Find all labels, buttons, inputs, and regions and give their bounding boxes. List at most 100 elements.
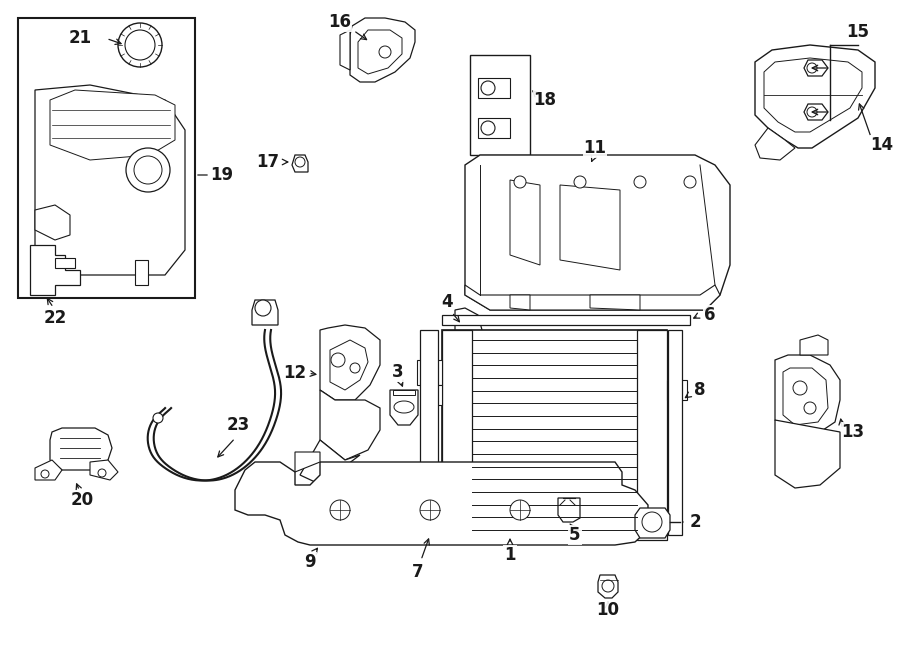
Polygon shape (350, 18, 415, 82)
Polygon shape (637, 330, 667, 540)
Polygon shape (235, 462, 648, 545)
Text: 8: 8 (694, 381, 706, 399)
Circle shape (134, 156, 162, 184)
Circle shape (255, 300, 271, 316)
Circle shape (126, 148, 170, 192)
Text: 9: 9 (304, 553, 316, 571)
Text: 6: 6 (704, 306, 716, 324)
Circle shape (331, 353, 345, 367)
Circle shape (98, 469, 106, 477)
Circle shape (41, 470, 49, 478)
Circle shape (118, 23, 162, 67)
Circle shape (602, 580, 614, 592)
Polygon shape (590, 295, 640, 310)
Polygon shape (422, 385, 442, 405)
Circle shape (481, 121, 495, 135)
Text: 19: 19 (211, 166, 234, 184)
Text: 15: 15 (847, 23, 869, 41)
Polygon shape (442, 315, 690, 325)
Polygon shape (668, 330, 682, 535)
Text: 16: 16 (328, 13, 352, 31)
Text: 20: 20 (70, 491, 94, 509)
Polygon shape (465, 285, 720, 310)
Polygon shape (292, 155, 308, 172)
Circle shape (514, 176, 526, 188)
Polygon shape (478, 118, 510, 138)
Text: 7: 7 (412, 563, 424, 581)
Polygon shape (635, 508, 670, 538)
Text: 13: 13 (842, 423, 865, 441)
Circle shape (642, 512, 662, 532)
Text: 14: 14 (870, 136, 894, 154)
Circle shape (510, 500, 530, 520)
Polygon shape (667, 380, 687, 400)
Polygon shape (90, 460, 118, 480)
Polygon shape (50, 428, 112, 470)
Polygon shape (330, 340, 368, 390)
Polygon shape (465, 155, 730, 310)
Text: 23: 23 (227, 416, 249, 434)
Polygon shape (470, 55, 530, 155)
Polygon shape (417, 360, 442, 385)
Polygon shape (390, 390, 418, 425)
Polygon shape (455, 308, 482, 350)
Text: 21: 21 (68, 29, 92, 47)
Polygon shape (598, 575, 618, 598)
Polygon shape (358, 30, 402, 74)
Circle shape (634, 176, 646, 188)
Circle shape (153, 413, 163, 423)
Polygon shape (50, 90, 175, 160)
Polygon shape (35, 460, 62, 480)
Polygon shape (442, 330, 472, 540)
Text: 4: 4 (441, 293, 453, 311)
Polygon shape (558, 498, 580, 522)
Polygon shape (252, 300, 278, 325)
Polygon shape (300, 440, 360, 482)
Circle shape (684, 176, 696, 188)
Text: 5: 5 (569, 526, 580, 544)
Polygon shape (295, 452, 320, 472)
Text: 17: 17 (256, 153, 280, 171)
Circle shape (420, 500, 440, 520)
Polygon shape (560, 185, 620, 270)
Polygon shape (764, 58, 862, 132)
Polygon shape (393, 390, 415, 395)
Polygon shape (340, 30, 350, 70)
Circle shape (481, 81, 495, 95)
Text: 22: 22 (43, 309, 67, 327)
Circle shape (350, 363, 360, 373)
Polygon shape (783, 368, 828, 425)
Polygon shape (775, 355, 840, 432)
Polygon shape (804, 104, 828, 120)
Circle shape (295, 157, 305, 167)
Polygon shape (755, 128, 795, 160)
Text: 2: 2 (689, 513, 701, 531)
Polygon shape (478, 78, 510, 98)
Polygon shape (800, 335, 828, 355)
Polygon shape (320, 390, 380, 460)
Polygon shape (442, 330, 667, 540)
Circle shape (804, 402, 816, 414)
Circle shape (379, 46, 391, 58)
Polygon shape (35, 205, 70, 240)
Polygon shape (35, 85, 185, 275)
Polygon shape (320, 325, 380, 400)
Text: 11: 11 (583, 139, 607, 157)
Polygon shape (804, 60, 828, 76)
Text: 3: 3 (392, 363, 404, 381)
Polygon shape (755, 45, 875, 148)
Text: 18: 18 (534, 91, 556, 109)
Polygon shape (55, 258, 75, 268)
Circle shape (793, 381, 807, 395)
Polygon shape (510, 295, 530, 310)
Circle shape (807, 63, 817, 73)
Text: 12: 12 (284, 364, 307, 382)
Polygon shape (18, 18, 195, 298)
Text: 10: 10 (597, 601, 619, 619)
Circle shape (807, 107, 817, 117)
Polygon shape (30, 245, 80, 295)
Circle shape (330, 500, 350, 520)
Polygon shape (135, 260, 148, 285)
Polygon shape (775, 420, 840, 488)
Circle shape (125, 30, 155, 60)
